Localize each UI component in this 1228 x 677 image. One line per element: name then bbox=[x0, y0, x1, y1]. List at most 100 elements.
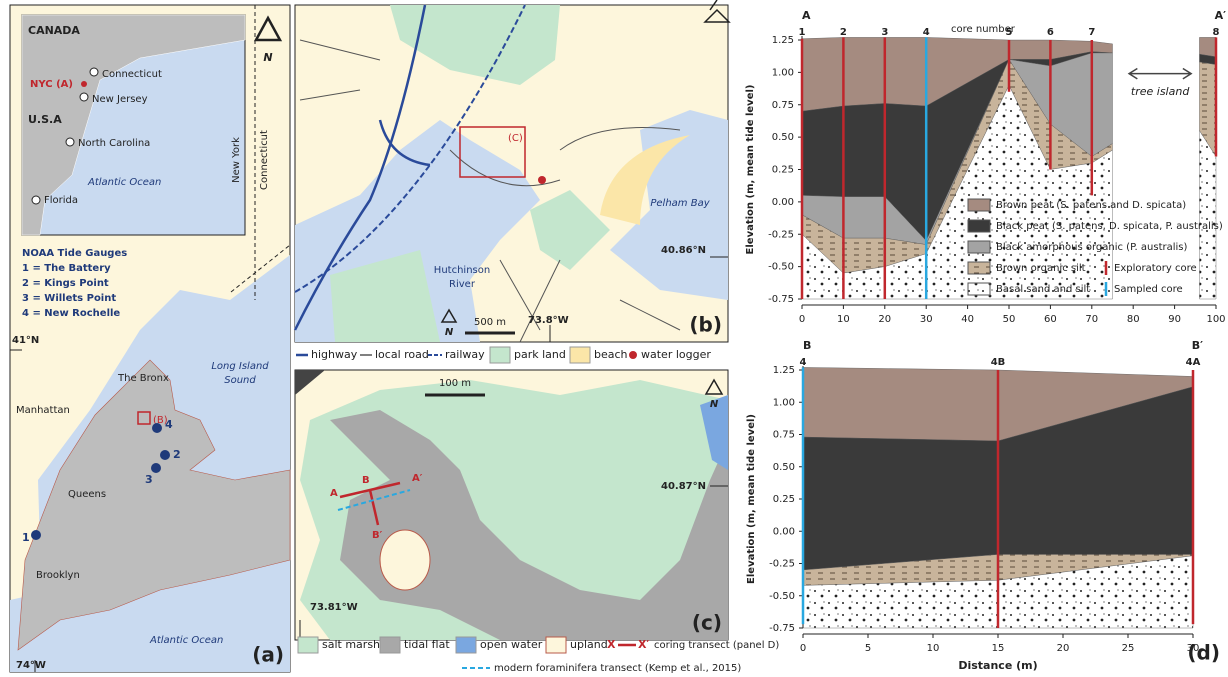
north-arrow bbox=[703, 0, 731, 23]
transect-label: A bbox=[330, 488, 338, 499]
y-axis-label: Elevation (m, mean tide level) bbox=[745, 85, 756, 255]
gauge-label: 3 bbox=[145, 473, 153, 486]
legend-swatch bbox=[967, 240, 991, 254]
y-tick-label: -0.25 bbox=[768, 229, 794, 240]
section-end: A bbox=[802, 9, 811, 22]
label: U.S.A bbox=[28, 113, 62, 126]
legend-item: Sampled core bbox=[1114, 284, 1183, 295]
legend-item: upland bbox=[570, 638, 608, 651]
latitude: 40.86°N bbox=[661, 245, 706, 256]
x-tick-label: 20 bbox=[878, 314, 891, 325]
gauge bbox=[152, 423, 162, 433]
legend-swatch bbox=[967, 219, 991, 233]
park bbox=[330, 250, 440, 342]
gauge-label: 2 bbox=[173, 448, 181, 461]
place-dot bbox=[31, 195, 41, 205]
legend-swatch bbox=[297, 636, 319, 654]
x-tick-label: 10 bbox=[927, 643, 940, 654]
label: Atlantic Ocean bbox=[87, 177, 161, 188]
legend-item: modern foraminifera transect (Kemp et al… bbox=[494, 663, 741, 674]
north-label: N bbox=[263, 51, 272, 64]
y-tick-label: 0.25 bbox=[773, 494, 795, 505]
x-tick-label: 50 bbox=[1003, 314, 1016, 325]
legend-item: open water bbox=[480, 638, 543, 651]
y-tick-label: 0.25 bbox=[772, 165, 794, 176]
north-arrow bbox=[440, 308, 458, 323]
x-tick-label: 0 bbox=[800, 643, 806, 654]
x-tick-label: 90 bbox=[1168, 314, 1181, 325]
legend-item: coring transect (panel D) bbox=[654, 640, 779, 651]
legend-symbol: X bbox=[607, 638, 616, 651]
legend-swatch bbox=[967, 282, 991, 296]
panel-label: (b) bbox=[689, 313, 722, 337]
legend-item: salt marsh bbox=[322, 638, 380, 651]
core-label: 3 bbox=[881, 27, 888, 38]
label: Florida bbox=[44, 195, 78, 206]
y-tick-label: -0.50 bbox=[768, 262, 794, 273]
gauge-label: 1 bbox=[22, 531, 30, 544]
arrow bbox=[1127, 67, 1193, 80]
site-box bbox=[137, 411, 151, 425]
site-box bbox=[459, 126, 526, 178]
gauge bbox=[160, 450, 170, 460]
x-tick-label: 25 bbox=[1122, 643, 1135, 654]
x-tick-label: 30 bbox=[920, 314, 933, 325]
scale-label: 500 m bbox=[474, 317, 506, 328]
core-label: 4B bbox=[991, 357, 1006, 368]
place-dot bbox=[89, 67, 99, 77]
inset-land bbox=[21, 14, 246, 236]
legend-symbol: X′ bbox=[638, 638, 649, 651]
road bbox=[299, 39, 681, 343]
y-tick-label: 1.25 bbox=[772, 35, 794, 46]
state-border bbox=[230, 5, 291, 300]
core-label: 8 bbox=[1213, 27, 1220, 38]
site-label: (C) bbox=[508, 133, 523, 144]
tidal-flat bbox=[330, 410, 728, 640]
place-dot bbox=[79, 92, 89, 102]
water-label: Pelham Bay bbox=[650, 198, 710, 209]
gauge-label: 4 bbox=[165, 418, 173, 431]
legend-item: park land bbox=[514, 348, 566, 361]
core-label: 4A bbox=[1186, 357, 1201, 368]
y-tick-label: -0.50 bbox=[769, 591, 795, 602]
north-label: N bbox=[710, 399, 719, 410]
core-label: 4 bbox=[800, 357, 807, 368]
panel-b: (C) Pelham Bay Hutchinson River 40.86°N … bbox=[293, 0, 731, 364]
park bbox=[530, 190, 610, 270]
north-arrow bbox=[704, 378, 724, 395]
gauge bbox=[31, 530, 41, 540]
latitude: 41°N bbox=[12, 335, 39, 346]
water bbox=[610, 110, 728, 300]
layer bbox=[1199, 37, 1217, 58]
water-label: Long Island bbox=[211, 361, 269, 372]
core-label: 6 bbox=[1047, 27, 1054, 38]
y-tick-label: 1.00 bbox=[773, 397, 795, 408]
core-label: 5 bbox=[1006, 27, 1013, 38]
water-label: Sound bbox=[224, 375, 256, 386]
transect-label: B′ bbox=[372, 530, 383, 541]
place: Brooklyn bbox=[36, 570, 80, 581]
legend-swatch bbox=[379, 636, 401, 654]
core-label: 4 bbox=[923, 27, 930, 38]
label: Connecticut bbox=[259, 130, 270, 190]
transect-label: A′ bbox=[412, 473, 423, 484]
panel-c: A B A′ B′ 100 m N 40.87°N 73.81°W (c) sa… bbox=[294, 369, 779, 674]
place: Manhattan bbox=[16, 405, 70, 416]
panel-a: CANADA U.S.A NYC (A) Connecticut New Jer… bbox=[9, 4, 291, 673]
park bbox=[390, 5, 560, 85]
panel-d: (d) bbox=[1187, 641, 1220, 665]
railway bbox=[294, 4, 526, 293]
panel-label: (c) bbox=[692, 611, 722, 635]
legend-item: tidal flat bbox=[404, 638, 450, 651]
cross-section: 1.25 1.00 0.75 0.50 0.25 0.00 -0.25 -0.50 -0.75 0… bbox=[746, 339, 1203, 672]
place: The Bronx bbox=[117, 373, 169, 384]
water-label: Atlantic Ocean bbox=[149, 635, 223, 646]
longitude: 73.81°W bbox=[310, 602, 358, 613]
legend-item: beach bbox=[594, 348, 628, 361]
layer bbox=[1199, 129, 1217, 300]
panel-label: (d) bbox=[1187, 641, 1220, 665]
water-label: Hutchinson bbox=[434, 265, 490, 276]
water-logger bbox=[538, 176, 546, 184]
legend-item: highway bbox=[311, 348, 358, 361]
